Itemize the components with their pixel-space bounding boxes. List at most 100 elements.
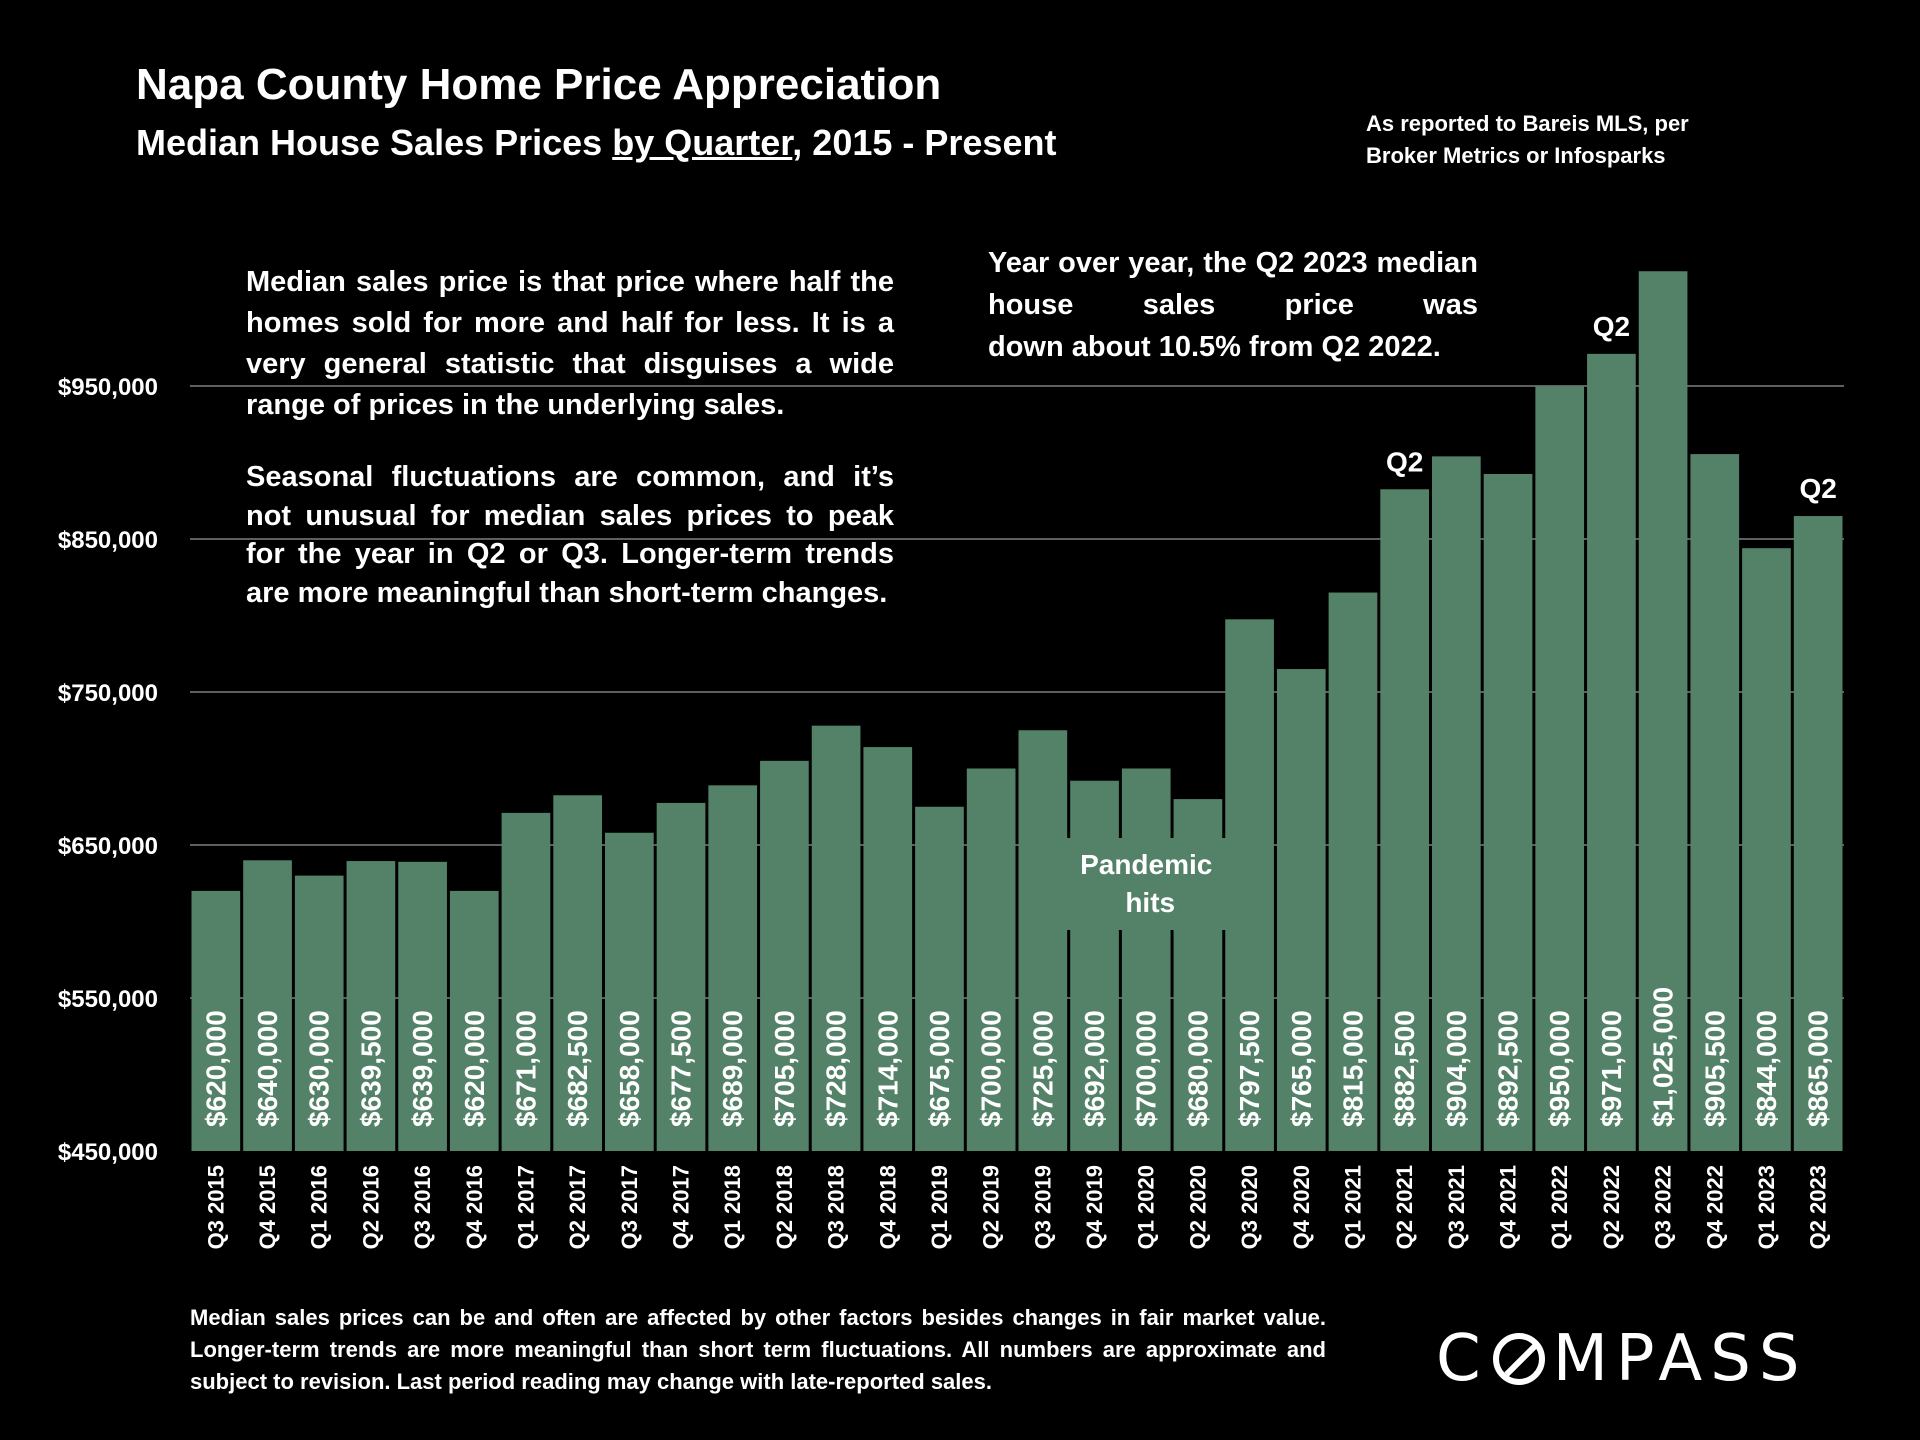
x-tick-label: Q2 2020	[1185, 1165, 1210, 1249]
bar-value-label: $620,000	[200, 1010, 231, 1127]
bar	[863, 747, 913, 1151]
bar-value-label: $671,000	[510, 1010, 541, 1127]
yoy-change-note: Year over year, the Q2 2023 median house…	[988, 242, 1478, 368]
x-tick-label: Q3 2022	[1651, 1165, 1676, 1249]
bar-value-label: $728,000	[821, 1010, 852, 1127]
y-tick-label: $450,000	[58, 1139, 158, 1166]
bar-value-label: $844,000	[1751, 1010, 1782, 1127]
x-tick-label: Q3 2021	[1444, 1165, 1469, 1249]
bar-value-label: $797,500	[1234, 1010, 1265, 1127]
bar-value-label: $658,000	[614, 1010, 645, 1127]
bar	[294, 875, 344, 1151]
y-tick-label: $950,000	[58, 374, 158, 401]
bar-value-label: $905,500	[1699, 1010, 1730, 1127]
y-tick-label: $850,000	[58, 527, 158, 554]
x-tick-label: Q1 2016	[307, 1165, 332, 1249]
bar-value-label: $904,000	[1441, 1010, 1472, 1127]
bar	[346, 861, 396, 1151]
bar-value-label: $680,000	[1182, 1010, 1213, 1127]
bar	[243, 860, 292, 1151]
bar-value-label: $639,500	[355, 1010, 386, 1127]
q2-annotation: Q2	[1799, 473, 1836, 504]
pandemic-annotation-box	[1060, 838, 1233, 930]
bar-value-label: $640,000	[252, 1010, 283, 1127]
subtitle-underlined: by Quarter	[612, 122, 793, 163]
bar	[501, 812, 551, 1151]
bar	[915, 806, 964, 1151]
bar	[966, 768, 1016, 1151]
bar	[1380, 489, 1429, 1151]
x-tick-label: Q2 2017	[565, 1165, 590, 1249]
bar-value-label: $725,000	[1027, 1010, 1058, 1127]
bar-value-label: $1,025,000	[1648, 987, 1679, 1127]
q2-annotation: Q2	[1386, 446, 1423, 477]
bar	[656, 802, 706, 1151]
logo-text-c: C	[1436, 1322, 1489, 1396]
bar	[191, 890, 241, 1151]
bar-value-label: $682,500	[562, 1010, 593, 1127]
x-tick-label: Q2 2022	[1599, 1165, 1624, 1249]
bar	[708, 785, 758, 1151]
bar	[1018, 730, 1068, 1151]
bar-value-label: $714,000	[872, 1010, 903, 1127]
bar-value-label: $630,000	[304, 1010, 335, 1127]
subtitle-part-1: Median House Sales Prices	[136, 122, 613, 163]
bar	[1276, 669, 1326, 1151]
logo-o-icon	[1492, 1333, 1545, 1385]
bar-value-label: $700,000	[1131, 1010, 1162, 1127]
bar	[1483, 473, 1533, 1152]
bar	[1535, 386, 1585, 1151]
bar	[1638, 271, 1688, 1151]
footnote: Median sales prices can be and often are…	[190, 1305, 1326, 1394]
x-tick-label: Q3 2020	[1237, 1165, 1262, 1249]
pandemic-annotation-line-2: hits	[1125, 887, 1175, 918]
compass-logo: C MPASS	[1436, 1322, 1807, 1396]
x-tick-label: Q1 2022	[1547, 1165, 1572, 1249]
bar	[553, 795, 602, 1151]
bar-value-label: $620,000	[459, 1010, 490, 1127]
x-tick-label: Q2 2016	[358, 1165, 383, 1249]
chart-title: Napa County Home Price Appreciation	[136, 60, 942, 109]
x-tick-label: Q1 2021	[1340, 1165, 1365, 1249]
note-right-last-line: down about 10.5% from Q2 2022.	[988, 331, 1441, 363]
bar-value-label: $815,000	[1337, 1010, 1368, 1127]
x-tick-label: Q1 2018	[720, 1165, 745, 1249]
note-left-paragraph-2: Seasonal fluctuations are common, and it…	[246, 461, 894, 609]
bar-value-label: $692,000	[1079, 1010, 1110, 1127]
note-right-main: Year over year, the Q2 2023 median house…	[988, 247, 1478, 321]
bar	[1690, 454, 1740, 1152]
bar-value-label: $892,500	[1493, 1010, 1524, 1127]
x-tick-label: Q4 2020	[1289, 1165, 1314, 1249]
bar-value-label: $765,000	[1286, 1010, 1317, 1127]
bar-value-label: $865,000	[1803, 1010, 1834, 1127]
x-tick-label: Q3 2018	[824, 1165, 849, 1249]
bar	[760, 760, 809, 1151]
x-tick-label: Q4 2015	[255, 1165, 280, 1249]
bar-value-label: $675,000	[924, 1010, 955, 1127]
bar	[1225, 619, 1274, 1151]
y-tick-label: $550,000	[58, 986, 158, 1013]
x-tick-label: Q4 2017	[669, 1165, 694, 1249]
y-tick-label: $750,000	[58, 680, 158, 707]
source-note: As reported to Bareis MLS, per Broker Me…	[1366, 111, 1689, 168]
x-tick-label: Q4 2022	[1702, 1165, 1727, 1249]
bar	[605, 832, 654, 1151]
bar-value-label: $677,500	[666, 1010, 697, 1127]
bar-value-label: $950,000	[1544, 1010, 1575, 1127]
bar	[398, 861, 447, 1151]
x-tick-label: Q1 2017	[513, 1165, 538, 1249]
bar-value-label: $700,000	[976, 1010, 1007, 1127]
bar-value-label: $689,000	[717, 1010, 748, 1127]
x-tick-label: Q2 2019	[979, 1165, 1004, 1249]
bar	[1328, 592, 1378, 1151]
bar-value-label: $971,000	[1596, 1010, 1627, 1127]
y-tick-label: $650,000	[58, 833, 158, 860]
x-tick-label: Q2 2023	[1806, 1165, 1831, 1249]
bar	[811, 725, 861, 1151]
bar	[1587, 353, 1636, 1151]
logo-text-mpass: MPASS	[1552, 1322, 1808, 1396]
median-explanation-note: Median sales price is that price where h…	[246, 262, 894, 644]
subtitle-part-2: , 2015 - Present	[792, 122, 1057, 163]
x-tick-label: Q1 2023	[1754, 1165, 1779, 1249]
x-tick-label: Q3 2015	[203, 1165, 228, 1249]
